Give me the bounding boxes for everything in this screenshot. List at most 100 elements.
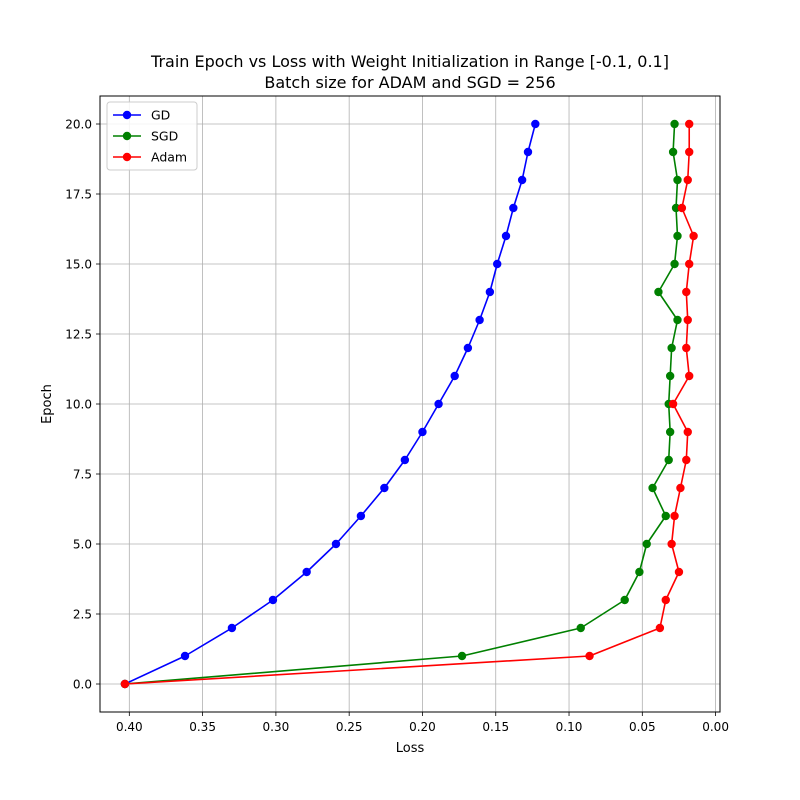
data-point-adam: [682, 343, 691, 353]
x-tick-label: 0.30: [263, 720, 290, 734]
data-point-adam: [683, 175, 692, 185]
legend-label-sgd: SGD: [151, 129, 178, 144]
data-point-gd: [434, 399, 443, 409]
data-point-sgd: [665, 371, 675, 381]
x-tick-label: 0.15: [482, 720, 509, 734]
data-point-sgd: [673, 315, 682, 325]
data-point-adam: [674, 567, 684, 577]
chart-title: Train Epoch vs Loss with Weight Initiali…: [150, 52, 669, 71]
legend-label-adam: Adam: [151, 150, 187, 165]
data-point-sgd: [642, 539, 651, 549]
data-point-sgd: [673, 175, 682, 185]
y-tick-label: 10.0: [65, 398, 92, 412]
y-tick-label: 15.0: [65, 258, 92, 272]
data-point-adam: [683, 315, 692, 325]
series-adam: [120, 119, 698, 689]
series-sgd: [120, 119, 682, 689]
data-point-adam: [677, 203, 687, 213]
data-point-gd: [531, 119, 540, 129]
y-tick-label: 12.5: [65, 328, 92, 342]
data-point-adam: [685, 371, 694, 381]
data-point-adam: [685, 119, 694, 129]
data-point-sgd: [670, 259, 679, 269]
x-tick-label: 0.25: [336, 720, 363, 734]
data-point-gd: [493, 259, 502, 269]
data-point-sgd: [635, 567, 644, 577]
data-point-adam: [670, 511, 679, 521]
x-axis-ticks: 0.40 0.35 0.30 0.25 0.20 0.15 0.10 0.05 0.00: [116, 712, 729, 734]
legend-marker-adam: [122, 152, 132, 162]
grid: [100, 96, 720, 712]
legend-item-adam: Adam: [113, 150, 187, 165]
legend-item-sgd: SGD: [113, 129, 178, 144]
x-tick-label: 0.05: [629, 720, 656, 734]
data-point-gd: [501, 231, 511, 241]
data-point-adam: [682, 455, 691, 465]
data-point-gd: [485, 287, 495, 297]
data-point-gd: [450, 371, 459, 381]
data-point-sgd: [457, 651, 467, 661]
x-tick-label: 0.20: [409, 720, 436, 734]
y-tick-label: 0.0: [73, 678, 92, 692]
y-axis-ticks: 0.0 2.5 5.0 7.5 10.0 12.5 15.0 17.5 20.0: [65, 118, 100, 692]
x-tick-label: 0.10: [556, 720, 583, 734]
y-tick-label: 7.5: [73, 468, 92, 482]
x-axis-label: Loss: [396, 741, 425, 756]
data-point-adam: [661, 595, 670, 605]
data-point-gd: [227, 623, 237, 633]
data-point-gd: [517, 175, 527, 185]
data-point-adam: [689, 231, 698, 241]
data-point-sgd: [670, 119, 679, 129]
data-point-gd: [302, 567, 311, 577]
y-axis-label: Epoch: [40, 384, 55, 424]
data-point-sgd: [576, 623, 585, 633]
x-tick-label: 0.40: [116, 720, 143, 734]
data-point-gd: [463, 343, 473, 353]
y-tick-label: 20.0: [65, 118, 92, 132]
x-tick-label: 0.00: [702, 720, 729, 734]
data-point-sgd: [671, 203, 681, 213]
data-point-adam: [585, 651, 594, 661]
data-point-gd: [180, 651, 190, 661]
data-point-gd: [523, 147, 533, 157]
data-point-sgd: [620, 595, 629, 605]
data-point-gd: [331, 539, 341, 549]
data-point-gd: [418, 427, 427, 437]
data-point-adam: [685, 147, 694, 157]
legend-item-gd: GD: [113, 108, 170, 123]
data-point-sgd: [668, 147, 678, 157]
data-point-adam: [685, 259, 694, 269]
legend-label-gd: GD: [151, 108, 170, 123]
data-point-adam: [668, 399, 678, 409]
data-point-sgd: [667, 343, 676, 353]
data-point-sgd: [661, 511, 670, 521]
legend: GD SGD Adam: [106, 101, 198, 171]
y-tick-label: 2.5: [73, 608, 92, 622]
data-point-gd: [268, 595, 278, 605]
data-point-adam: [655, 623, 665, 633]
data-point-adam: [120, 679, 130, 689]
data-point-gd: [380, 483, 389, 493]
data-point-adam: [667, 539, 676, 549]
chart-subtitle: Batch size for ADAM and SGD = 256: [264, 73, 555, 92]
data-point-adam: [683, 427, 692, 437]
legend-box: [106, 101, 198, 171]
data-point-sgd: [665, 427, 675, 437]
data-point-adam: [682, 287, 691, 297]
data-point-sgd: [664, 455, 673, 465]
y-tick-label: 17.5: [65, 188, 92, 202]
data-point-gd: [475, 315, 484, 325]
legend-marker-sgd: [122, 131, 132, 141]
data-point-sgd: [654, 287, 663, 297]
data-point-gd: [400, 455, 410, 465]
data-point-adam: [676, 483, 685, 493]
data-point-sgd: [673, 231, 682, 241]
data-point-gd: [356, 511, 366, 521]
x-tick-label: 0.35: [189, 720, 216, 734]
legend-marker-gd: [122, 110, 132, 120]
data-point-sgd: [648, 483, 657, 493]
data-point-gd: [509, 203, 518, 213]
series-layer: [120, 119, 698, 689]
y-tick-label: 5.0: [73, 538, 92, 552]
